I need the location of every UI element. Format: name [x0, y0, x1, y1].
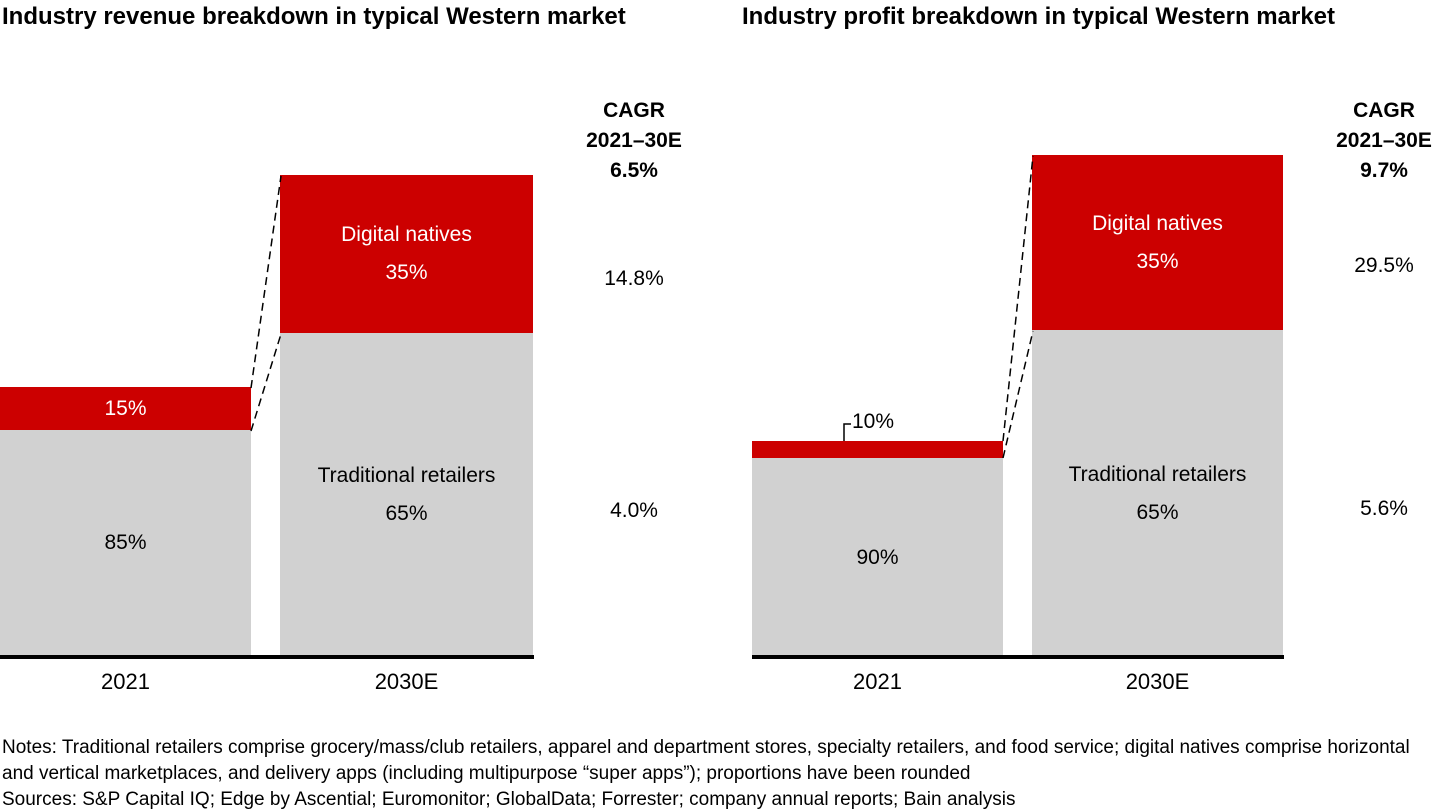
segment-label: Digital natives: [341, 223, 472, 246]
cagr-traditional-value: 4.0%: [610, 499, 658, 522]
segment-traditional-retailers: 85%: [0, 430, 251, 656]
cagr-header-profit: CAGR 2021–30E 9.7%: [1304, 96, 1440, 186]
segment-value: 90%: [856, 545, 899, 569]
segment-label: Traditional retailers: [317, 463, 496, 487]
cagr-digital-natives-value: 14.8%: [604, 267, 664, 290]
dashed-connector-top-revenue: [250, 175, 282, 389]
x-tick-2021: 2021: [853, 669, 902, 694]
segment-traditional-retailers: Traditional retailers 65%: [280, 333, 533, 656]
x-axis-profit: [752, 655, 1284, 659]
segment-digital-natives: [752, 441, 1003, 458]
notes-line-2: and vertical marketplaces, and delivery …: [2, 763, 971, 784]
segment-value: 35%: [1136, 249, 1179, 273]
segment-label: Traditional retailers: [1068, 462, 1247, 486]
cagr-total-value: 9.7%: [1360, 159, 1408, 182]
cagr-total-value: 6.5%: [610, 159, 658, 182]
sources-line: Sources: S&P Capital IQ; Edge by Ascenti…: [2, 789, 1016, 810]
cagr-period: 2021–30E: [586, 129, 682, 152]
segment-label: Digital natives: [1092, 211, 1223, 235]
dashed-connector-bottom-profit: [1002, 330, 1034, 459]
bar-2021-profit: 90%: [752, 441, 1003, 657]
cagr-digital-natives-value: 29.5%: [1354, 254, 1414, 277]
footer-notes: Notes: Traditional retailers comprise gr…: [2, 735, 1410, 810]
segment-value: 15%: [104, 396, 147, 420]
cagr-label: CAGR: [1353, 99, 1415, 122]
segment-digital-natives: Digital natives 35%: [1032, 155, 1283, 330]
segment-value: 65%: [1136, 500, 1179, 524]
callout-bracket: [843, 423, 851, 441]
notes-line-1: Notes: Traditional retailers comprise gr…: [2, 737, 1410, 758]
segment-value: 35%: [385, 261, 428, 284]
chart-title-profit: Industry profit breakdown in typical Wes…: [742, 3, 1336, 30]
cagr-period: 2021–30E: [1336, 129, 1432, 152]
bar-2030e-profit: Digital natives 35% Traditional retailer…: [1032, 155, 1283, 657]
x-tick-2030e: 2030E: [1125, 669, 1190, 694]
segment-digital-natives: 15%: [0, 387, 251, 430]
cagr-traditional-value: 5.6%: [1360, 497, 1408, 520]
x-tick-2030e: 2030E: [374, 669, 439, 694]
segment-value: 65%: [385, 501, 428, 525]
segment-traditional-retailers: 90%: [752, 458, 1003, 657]
digital-natives-callout-value: 10%: [852, 410, 895, 433]
chart-title-revenue: Industry revenue breakdown in typical We…: [2, 3, 626, 30]
dashed-connector-top-profit: [1002, 155, 1034, 442]
segment-traditional-retailers: Traditional retailers 65%: [1032, 330, 1283, 657]
cagr-label: CAGR: [603, 99, 665, 122]
bar-2030e-revenue: Digital natives 35% Traditional retailer…: [280, 175, 533, 656]
x-tick-2021: 2021: [101, 669, 150, 694]
dashed-connector-bottom-revenue: [250, 333, 282, 432]
x-axis-revenue: [0, 655, 534, 659]
segment-digital-natives: Digital natives 35%: [280, 175, 533, 333]
segment-value: 85%: [104, 531, 147, 554]
cagr-header-revenue: CAGR 2021–30E 6.5%: [554, 96, 714, 186]
bar-2021-revenue: 15% 85%: [0, 387, 251, 656]
